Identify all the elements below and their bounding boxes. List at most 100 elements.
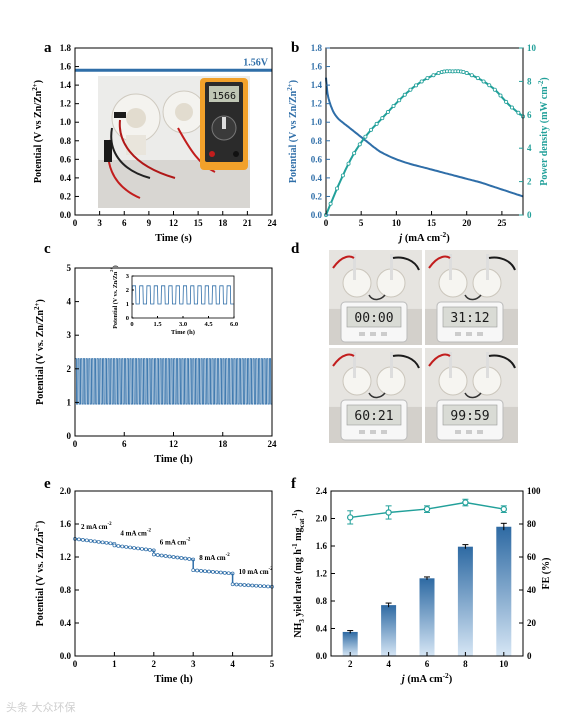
panel-b-x-tick-label: 0 bbox=[324, 218, 329, 228]
timer-button bbox=[359, 430, 365, 434]
panel-f-x-tick-label: 2 bbox=[348, 659, 353, 669]
panel-e-segment-point bbox=[254, 583, 259, 588]
panel-b-right-y-tick-label: 2 bbox=[527, 177, 532, 187]
connector-wire bbox=[464, 392, 482, 399]
electrode-rod bbox=[449, 352, 452, 378]
panel-b-y-tick-label: 1.4 bbox=[311, 80, 323, 90]
panel-f-bar bbox=[381, 605, 397, 656]
panel-c-x-tick-label: 24 bbox=[268, 439, 278, 449]
red-wire bbox=[332, 353, 355, 367]
panel-e-segment-point bbox=[171, 555, 176, 559]
panel-e-segment-point bbox=[112, 543, 117, 548]
panel-b-y-tick-label: 0.8 bbox=[311, 136, 323, 146]
watermark: 头条 大众环保 bbox=[6, 701, 76, 714]
panel-b-power-density-curve bbox=[325, 70, 524, 216]
multimeter-reading: 1566 bbox=[212, 91, 236, 102]
panel-e-segment-point bbox=[214, 570, 219, 575]
panel-b-right-y-tick-label: 8 bbox=[527, 76, 532, 86]
panel-b-power-density-point bbox=[363, 134, 368, 139]
panel-b-power-density-point bbox=[516, 110, 521, 115]
panel-c-inset-x-tick-label: 1.5 bbox=[153, 321, 162, 328]
panel-b-power-density-point bbox=[498, 93, 503, 98]
panel-e-segment-point bbox=[262, 584, 266, 589]
panel-e-segment-point bbox=[100, 540, 105, 545]
panel-c-y-tick-label: 1 bbox=[67, 397, 72, 407]
panel-e-letter: e bbox=[44, 476, 51, 492]
black-wire bbox=[488, 256, 516, 271]
panel-a-y-axis-title: Potential (V vs Zn/Zn2+) bbox=[31, 80, 44, 183]
panel-e-segment-point bbox=[175, 555, 180, 560]
panel-a-x-tick-label: 21 bbox=[243, 218, 253, 228]
panel-d-letter: d bbox=[291, 241, 300, 257]
panel-e-segment-point bbox=[104, 540, 109, 545]
panel-e-x-tick-label: 5 bbox=[270, 659, 275, 669]
connector-wire bbox=[368, 392, 386, 399]
panel-e-segment-point bbox=[167, 554, 172, 559]
panel-e-segment-point bbox=[242, 583, 247, 587]
panel-a-x-tick-label: 3 bbox=[97, 218, 102, 228]
panel-b-x-tick-label: 10 bbox=[392, 218, 402, 228]
panel-e-segment-point bbox=[124, 545, 129, 549]
panel-b-y-axis-title: Potential (V vs Zn/Zn2+) bbox=[286, 80, 299, 183]
panel-b-power-density-point bbox=[380, 116, 385, 121]
cell-left-image bbox=[111, 93, 161, 155]
panel-f-fe-point bbox=[500, 505, 507, 513]
panel-b-power-density-point bbox=[431, 73, 436, 78]
panel-c-y-tick-label: 2 bbox=[67, 364, 72, 374]
panel-a-y-tick-label: 1.4 bbox=[60, 80, 72, 90]
panel-f-fe-point bbox=[385, 509, 392, 516]
timer-button bbox=[381, 430, 387, 434]
panel-a-letter: a bbox=[44, 40, 52, 56]
panel-c-inset-y-tick-label: 2 bbox=[126, 287, 129, 294]
panel-f-right-y-tick-label: 100 bbox=[527, 486, 541, 496]
panel-e-segment-point bbox=[199, 569, 203, 573]
panel-a-x-tick-label: 9 bbox=[147, 218, 152, 228]
panel-e-y-tick-label: 0.4 bbox=[60, 618, 72, 628]
panel-b-power-density-point bbox=[475, 76, 480, 81]
panel-b-x-tick-label: 15 bbox=[427, 218, 437, 228]
panel-b-power-density-point bbox=[328, 201, 333, 206]
panel-f-x-tick-label: 4 bbox=[386, 659, 391, 669]
panel-f-y-tick-label: 0.4 bbox=[316, 624, 328, 634]
panel-f-bar bbox=[457, 546, 473, 656]
timer-button bbox=[359, 332, 365, 336]
panel-b-power-density-point bbox=[340, 173, 345, 178]
panel-e-segment-point bbox=[96, 539, 101, 544]
electrode-rod bbox=[353, 254, 356, 280]
panel-e-segment-point bbox=[155, 553, 160, 557]
timer-screen bbox=[346, 306, 402, 328]
panel-f-y-axis-title: NH3 yield rate (mg h-1 mgcat-1) bbox=[291, 509, 306, 637]
panel-b-power-density-point bbox=[414, 83, 419, 88]
panel-e-segment-point bbox=[88, 538, 93, 543]
electrode-rod bbox=[486, 254, 489, 280]
panel-e-segment-point bbox=[144, 547, 148, 552]
timer-reading: 00:00 bbox=[354, 311, 393, 326]
panel-f-fe-point bbox=[462, 499, 469, 506]
panel-b-power-density-point bbox=[464, 71, 469, 76]
red-wire bbox=[428, 255, 451, 269]
panel-f-right-y-tick-label: 80 bbox=[527, 519, 537, 529]
panel-b-power-density-point bbox=[469, 73, 474, 78]
connector-wire bbox=[464, 294, 482, 301]
panel-a-y-tick-label: 1.2 bbox=[60, 99, 72, 109]
panel-f-x-tick-label: 6 bbox=[425, 659, 430, 669]
panel-f-chart: 2 4 6 8 10 0.0 0.4 0.8 1.2 1.6 2.0 2.4 0 20 40 60 80 100 j… bbox=[291, 486, 552, 685]
panel-a-chart: 1.56V 0 3 6 9 12 15 18 21 24 0.0 0.2 0.4 0.6 0.8 1.0 1.2… bbox=[31, 43, 277, 244]
panel-e-segment-point bbox=[132, 546, 136, 550]
panel-c-inset-x-tick-label: 4.5 bbox=[204, 321, 213, 328]
panel-a-y-tick-label: 0.6 bbox=[60, 154, 72, 164]
panel-e-segment-point bbox=[230, 582, 235, 587]
panel-e-segment-point bbox=[77, 537, 81, 542]
panel-c-y-axis-title: Potential (V vs. Zn/Zn2+) bbox=[33, 299, 46, 405]
panel-f-fe-point bbox=[423, 505, 431, 513]
panel-e-segment-point bbox=[218, 570, 223, 575]
panel-e-segment-point bbox=[179, 556, 184, 560]
panel-b-power-density-point bbox=[408, 87, 413, 92]
panel-c-x-tick-label: 6 bbox=[122, 439, 127, 449]
red-wire bbox=[428, 353, 451, 367]
timer-reading: 99:59 bbox=[450, 409, 489, 424]
panel-d-photos: 00:00 31:12 60:21 99:59 bbox=[329, 250, 518, 443]
panel-c-x-tick-label: 18 bbox=[218, 439, 228, 449]
panel-b-right-y-tick-label: 10 bbox=[527, 43, 537, 53]
panel-b-power-density-point bbox=[369, 127, 374, 132]
